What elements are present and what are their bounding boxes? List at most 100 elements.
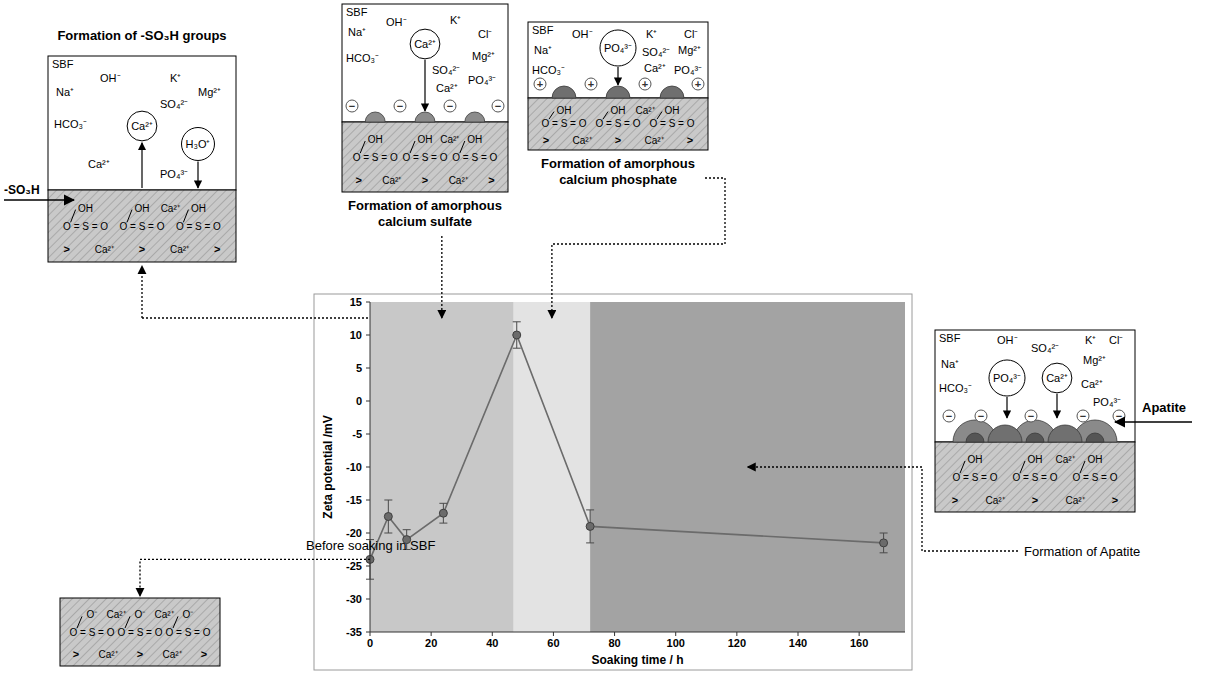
panel-title: Formation of amorphouscalcium sulfate xyxy=(348,198,502,229)
ion: OH⁻ xyxy=(572,28,593,40)
x-tick xyxy=(798,632,799,636)
medium-label: SBF xyxy=(346,6,368,18)
ion: SO₄²⁻ xyxy=(160,98,188,110)
x-tick xyxy=(675,632,676,636)
ion: Ca²⁺ xyxy=(88,158,110,170)
plot-area xyxy=(366,322,888,579)
sulfonate-group: O = S = O xyxy=(1012,472,1057,483)
ion-arrow xyxy=(141,143,142,188)
error-bar xyxy=(586,510,594,543)
charge-sign: − xyxy=(1028,410,1034,422)
panel: O⁻O = S = OO⁻O = S = OO⁻O = S = OCa²⁺Ca²… xyxy=(60,598,220,666)
surface-site: OH xyxy=(1028,454,1043,465)
phase-band xyxy=(514,302,590,632)
ion: PO₄³⁻ xyxy=(468,74,496,86)
connector xyxy=(441,236,442,318)
data-point xyxy=(880,539,888,547)
y-tick-label: 0 xyxy=(356,395,362,407)
connector xyxy=(140,559,370,596)
surface-cation: Ca²⁺ xyxy=(95,244,115,255)
surface-charge xyxy=(692,78,704,90)
moving-ion: Ca²⁺ xyxy=(131,120,153,132)
error-cap xyxy=(439,503,447,504)
chain-link: > xyxy=(615,134,621,146)
surface-site: OH xyxy=(611,105,626,116)
error-bar xyxy=(384,500,392,533)
chart-frame xyxy=(314,294,912,670)
moving-ion-ring xyxy=(1042,363,1072,393)
ion: SO₄²⁻ xyxy=(642,46,670,58)
title-line: calcium sulfate xyxy=(378,214,472,229)
error-cap xyxy=(439,523,447,524)
x-tick xyxy=(614,632,615,636)
connector xyxy=(748,467,1018,551)
error-cap xyxy=(586,509,594,510)
title-line: Formation of -SO₃H groups xyxy=(57,28,226,43)
connector xyxy=(552,178,725,318)
y-tick-label: 15 xyxy=(350,296,362,308)
sulfonate-group: O = S = O xyxy=(119,221,164,232)
surface-site: OH xyxy=(191,203,206,214)
panel: OHO = S = OOHO = S = OOHO = S = OCa²⁺>>>… xyxy=(528,22,708,150)
y-tick xyxy=(366,401,370,402)
error-bar xyxy=(513,322,521,348)
sulfonate-group: O = S = O xyxy=(176,221,221,232)
surface-site: OH xyxy=(968,454,983,465)
x-axis xyxy=(370,632,905,633)
x-tick-label: 0 xyxy=(367,637,373,649)
data-line xyxy=(370,335,884,559)
ion: HCO₃⁻ xyxy=(346,52,379,64)
surface-cation: Ca²⁺ xyxy=(170,244,190,255)
sulfonate-group: O = S = O xyxy=(452,152,497,163)
medium-label: SBF xyxy=(52,58,74,70)
sulfonate-group: O = S = O xyxy=(63,221,108,232)
moving-ion: Ca²⁺ xyxy=(1046,372,1068,384)
charge-sign: + xyxy=(695,78,701,90)
surface-charge xyxy=(1025,410,1037,422)
y-tick-label: 5 xyxy=(356,362,362,374)
deposit xyxy=(465,112,485,122)
moving-ion-ring xyxy=(600,30,636,66)
deposit xyxy=(415,112,435,122)
x-tick xyxy=(859,632,860,636)
charge-sign: − xyxy=(349,100,355,112)
charge-sign: − xyxy=(447,100,453,112)
ion: Cl⁻ xyxy=(1109,334,1123,346)
charge-sign: + xyxy=(588,78,594,90)
error-cap xyxy=(880,552,888,553)
y-tick-label: -25 xyxy=(346,560,362,572)
ion: PO₄³⁻ xyxy=(1093,396,1121,408)
pointer-label: -SO₃H xyxy=(4,183,40,197)
error-bar xyxy=(439,503,447,523)
x-tick-label: 40 xyxy=(486,637,498,649)
error-cap xyxy=(513,348,521,349)
surface-site: OH xyxy=(557,105,572,116)
surface-cation: Ca²⁺ xyxy=(161,203,181,214)
solution xyxy=(528,22,708,98)
surface-site: OH xyxy=(665,105,680,116)
ion: OH⁻ xyxy=(997,334,1018,346)
charge-sign: − xyxy=(1116,410,1122,422)
pointer-arrow xyxy=(1115,421,1192,423)
moving-ion: PO₄³⁻ xyxy=(993,372,1021,384)
sulfonate-group: O = S = O xyxy=(1072,472,1117,483)
chain-link: > xyxy=(687,134,693,146)
y-tick-label: -5 xyxy=(352,428,362,440)
y-tick-label: -20 xyxy=(346,527,362,539)
y-tick xyxy=(366,566,370,567)
phase-band xyxy=(370,302,514,632)
y-tick xyxy=(366,368,370,369)
error-cap xyxy=(586,542,594,543)
ion: Na⁺ xyxy=(348,26,366,38)
title-line: Formation of amorphous xyxy=(348,198,502,213)
title-line: Formation of Apatite xyxy=(1024,544,1140,559)
substrate xyxy=(528,98,708,150)
ion-arrow xyxy=(424,60,425,111)
solution xyxy=(48,56,236,190)
substrate xyxy=(48,190,236,262)
moving-ion: H₃O⁺ xyxy=(186,138,211,150)
sulfonate-group: O = S = O xyxy=(952,472,997,483)
ion: K⁺ xyxy=(450,14,461,26)
pointer-label: Apatite xyxy=(1142,400,1186,415)
charge-sign: − xyxy=(978,410,984,422)
